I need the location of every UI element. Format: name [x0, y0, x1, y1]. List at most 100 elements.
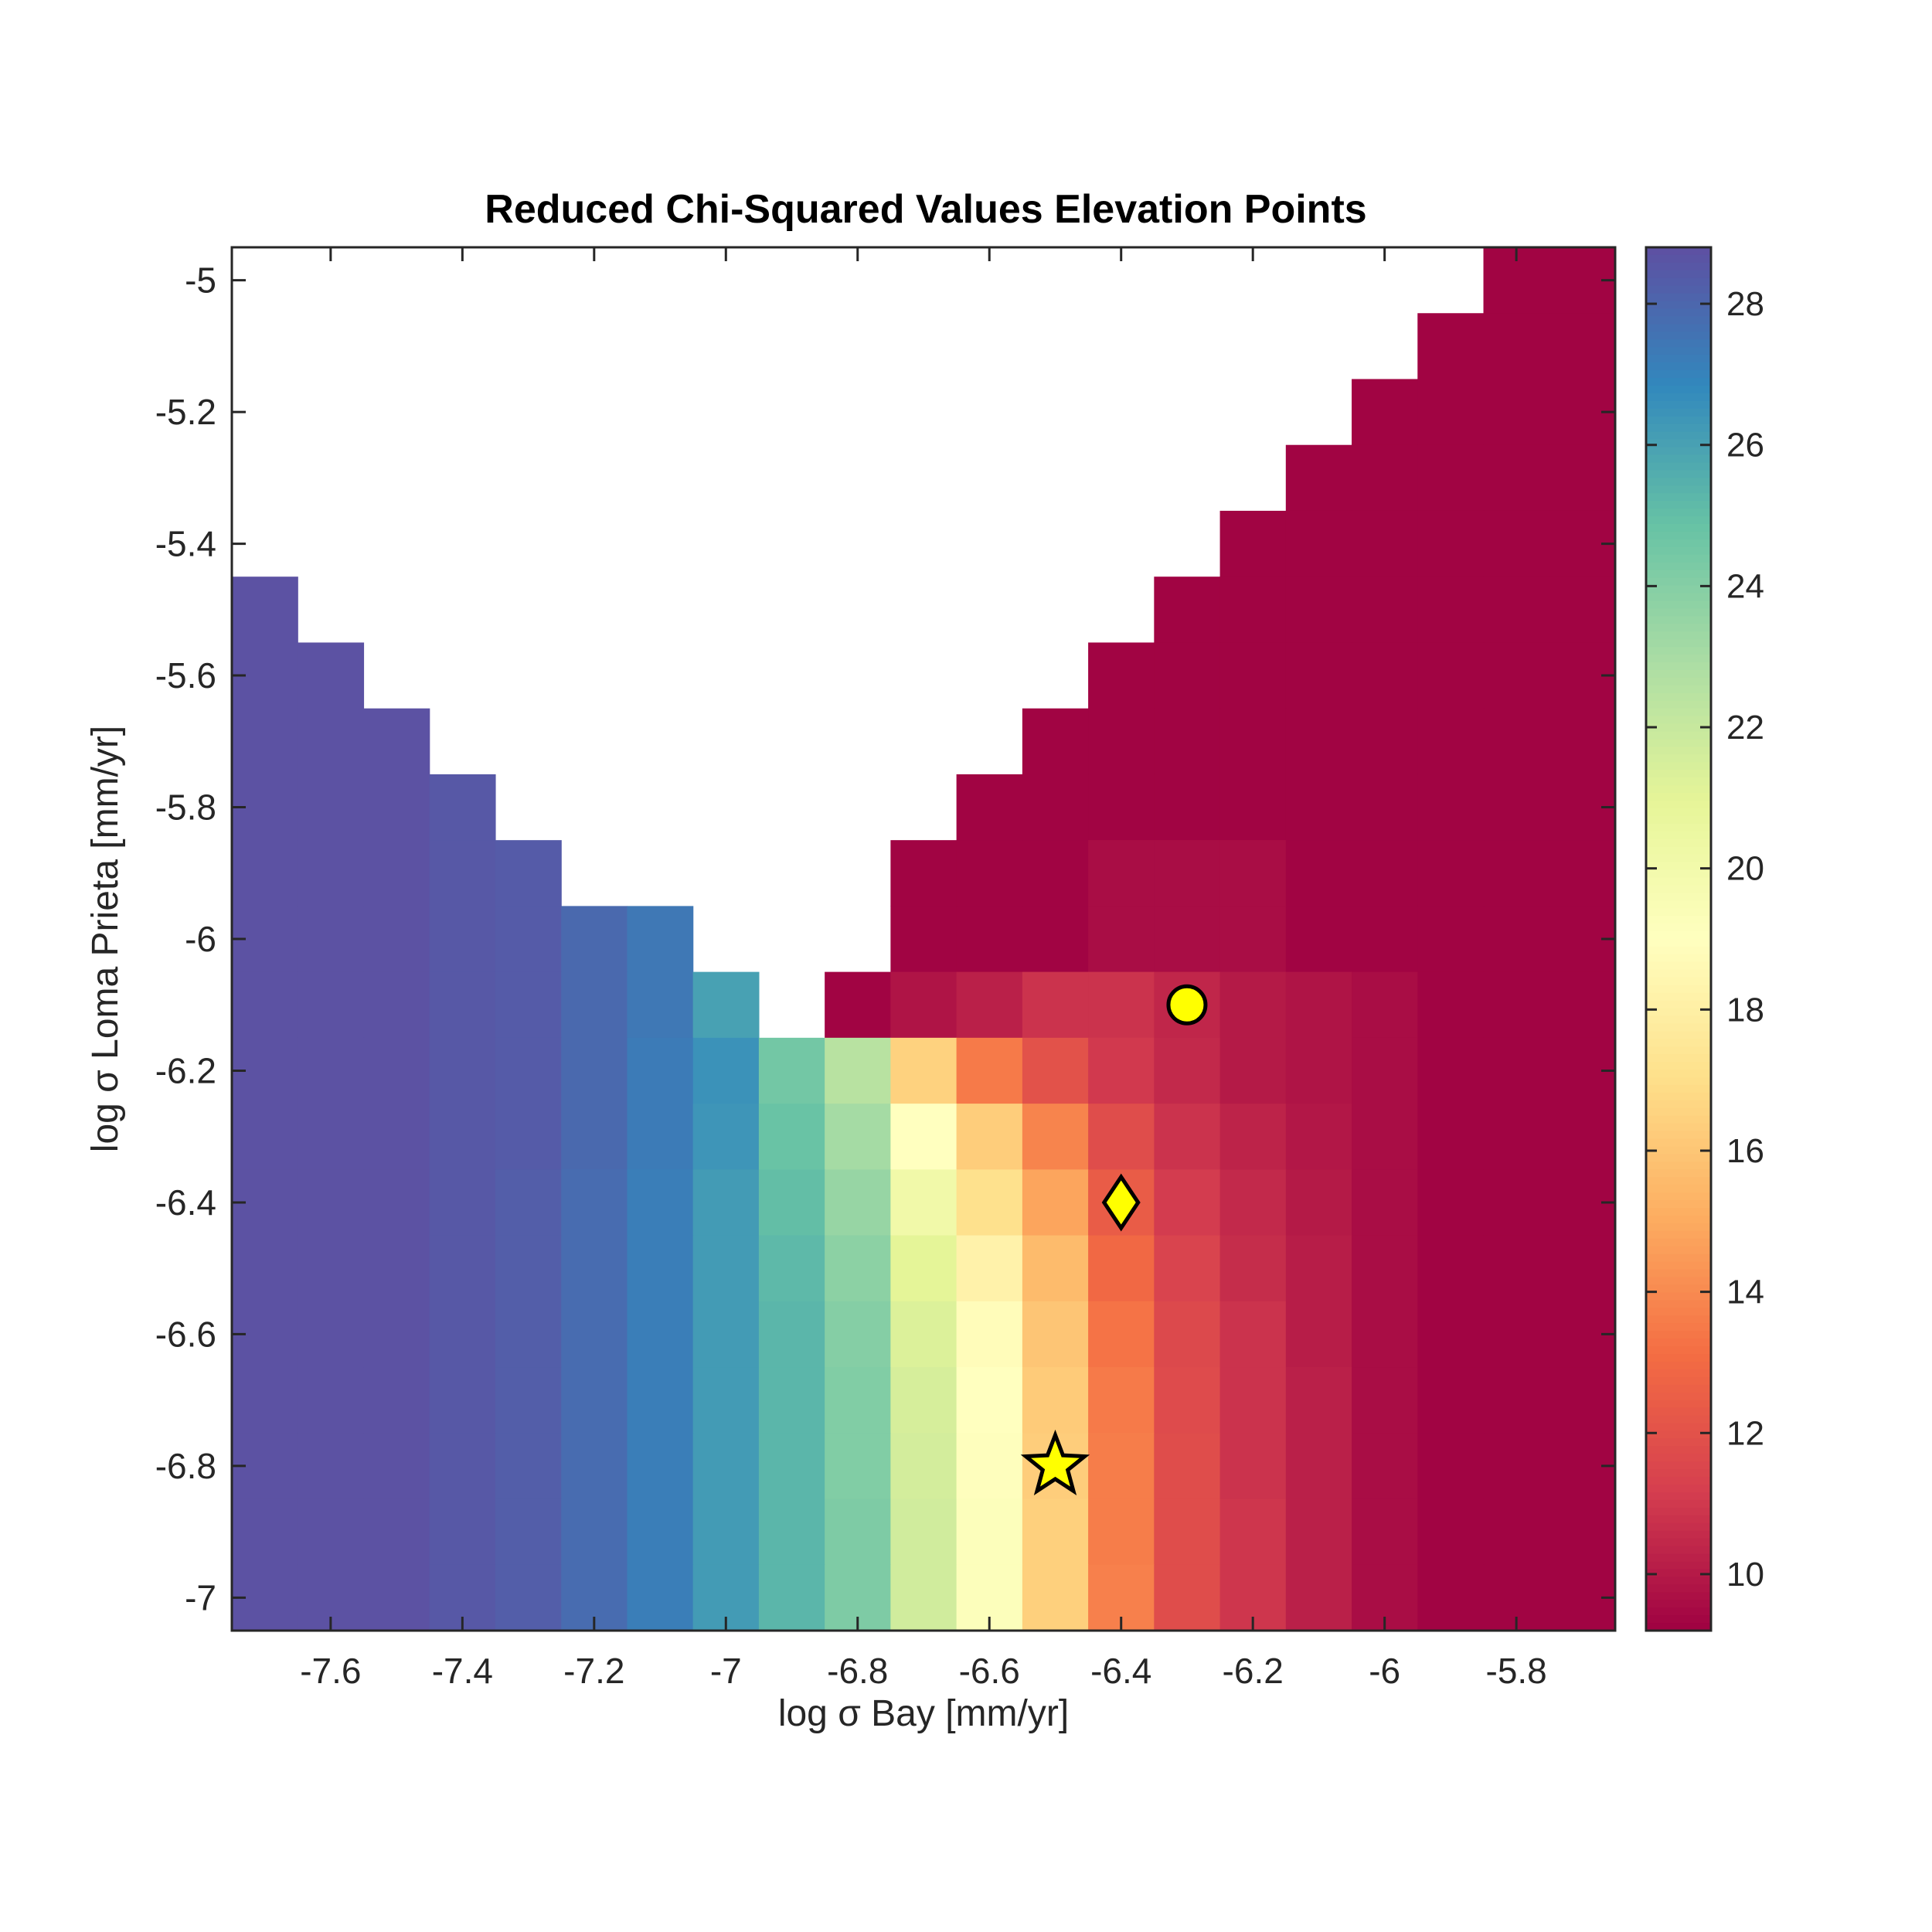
colorbar-segment — [1646, 439, 1711, 448]
heatmap-cell — [825, 1037, 891, 1104]
colorbar-segment — [1646, 770, 1711, 778]
colorbar-segment — [1646, 1031, 1711, 1040]
heatmap-cell — [1352, 379, 1418, 446]
heatmap-cell — [890, 1367, 957, 1434]
heatmap-cell — [692, 971, 760, 1039]
x-tick-label: -5.8 — [1486, 1651, 1547, 1691]
heatmap-cell — [1285, 840, 1352, 906]
heatmap-cell — [1417, 906, 1485, 973]
heatmap-cell — [1022, 1169, 1089, 1236]
heatmap-cell — [363, 840, 430, 906]
colorbar-segment — [1646, 754, 1711, 764]
heatmap-cell — [429, 1169, 496, 1236]
heatmap-cell — [363, 1104, 430, 1170]
heatmap-cell — [561, 1169, 628, 1236]
heatmap-cell — [627, 1301, 694, 1368]
heatmap-cell — [1417, 1564, 1485, 1631]
colorbar-segment — [1646, 846, 1711, 855]
heatmap-cell — [1154, 1037, 1221, 1104]
colorbar-segment — [1646, 316, 1711, 325]
colorbar-segment — [1646, 1115, 1711, 1124]
colorbar-segment — [1646, 1600, 1711, 1608]
colorbar-tick-label: 14 — [1726, 1274, 1764, 1311]
colorbar-segment — [1646, 954, 1711, 963]
heatmap-cell — [1417, 774, 1485, 841]
colorbar-segment — [1646, 546, 1711, 556]
heatmap-cell — [956, 1301, 1023, 1368]
heatmap-cell — [1352, 444, 1418, 512]
colorbar-segment — [1646, 1177, 1711, 1186]
heatmap-cell — [758, 1104, 825, 1170]
heatmap-cell — [956, 971, 1023, 1039]
colorbar-segment — [1646, 1154, 1711, 1163]
colorbar-tick-label: 22 — [1726, 709, 1764, 747]
heatmap-cell — [758, 1367, 825, 1434]
y-tick-label: -5 — [185, 260, 216, 301]
heatmap-cell — [1154, 642, 1221, 709]
heatmap-cell — [1285, 1235, 1352, 1302]
colorbar-segment — [1646, 1131, 1711, 1140]
heatmap-cell — [1483, 774, 1550, 841]
heatmap-cell — [1219, 510, 1287, 577]
colorbar-segment — [1646, 1015, 1711, 1025]
heatmap-cell — [298, 1235, 365, 1302]
heatmap-cell — [692, 1301, 760, 1368]
x-tick-label: -6.2 — [1223, 1651, 1284, 1691]
colorbar-segment — [1646, 1100, 1711, 1109]
heatmap-cell — [495, 1235, 562, 1302]
heatmap-cell — [825, 971, 891, 1039]
heatmap-cell — [1483, 1037, 1550, 1104]
colorbar-segment — [1646, 1407, 1711, 1417]
heatmap-cell — [1285, 1169, 1352, 1236]
chart-title: Reduced Chi-Squared Values Elevation Poi… — [485, 187, 1366, 232]
heatmap-cell — [956, 906, 1023, 973]
heatmap-cell — [1417, 708, 1485, 775]
heatmap-cell — [1285, 1564, 1352, 1631]
heatmap-cell — [495, 1433, 562, 1500]
heatmap-cell — [758, 1235, 825, 1302]
colorbar-segment — [1646, 600, 1711, 610]
heatmap-cell — [363, 708, 430, 775]
colorbar-segment — [1646, 1138, 1711, 1148]
heatmap-cell — [1417, 971, 1485, 1039]
heatmap-cell — [1022, 708, 1089, 775]
heatmap-cell — [561, 1104, 628, 1170]
heatmap-cell — [298, 1301, 365, 1368]
heatmap-cell — [627, 1104, 694, 1170]
colorbar-segment — [1646, 1300, 1711, 1309]
heatmap-cell — [232, 971, 298, 1039]
heatmap-cell — [1352, 577, 1418, 644]
colorbar-segment — [1646, 854, 1711, 863]
heatmap-cell — [1483, 577, 1550, 644]
heatmap-cell — [825, 1301, 891, 1368]
colorbar-segment — [1646, 1423, 1711, 1432]
colorbar-frame — [1645, 246, 1713, 1632]
heatmap-cell — [1154, 1433, 1221, 1500]
heatmap-cell — [890, 840, 957, 906]
colorbar-segment — [1646, 332, 1711, 341]
colorbar-segment — [1646, 1400, 1711, 1409]
colorbar-segment — [1646, 1223, 1711, 1232]
x-ticks: -7.6 -7.4 -7.2 -7 -6.8 -6.6 -6.4 -6.2 -6 -5.8 — [300, 247, 1547, 1691]
heatmap-cell — [1483, 1301, 1550, 1368]
heatmap-cell — [1352, 1433, 1418, 1500]
heatmap-cell — [1417, 577, 1485, 644]
colorbar-segment — [1646, 1584, 1711, 1594]
colorbar-segment — [1646, 393, 1711, 402]
heatmap-cell — [429, 1498, 496, 1566]
heatmap-cell — [1022, 1235, 1089, 1302]
star-marker — [1020, 1429, 1090, 1495]
heatmap-cell — [1417, 1235, 1485, 1302]
colorbar-segment — [1646, 516, 1711, 525]
heatmap-cell — [692, 1498, 760, 1566]
colorbar-segment — [1646, 501, 1711, 509]
heatmap-cell — [1088, 1367, 1155, 1434]
y-tick-label: -6.6 — [155, 1314, 216, 1354]
heatmap-cell — [1352, 708, 1418, 775]
heatmap-cell — [758, 1169, 825, 1236]
colorbar-tick-label: 24 — [1726, 567, 1764, 605]
colorbar-segment — [1646, 1107, 1711, 1117]
y-tick-label: -6 — [185, 919, 216, 959]
x-tick-label: -7 — [710, 1651, 742, 1691]
heatmap-cell — [1088, 840, 1155, 906]
